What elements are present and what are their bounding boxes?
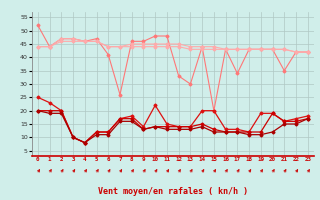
Text: Vent moyen/en rafales ( kn/h ): Vent moyen/en rafales ( kn/h ) bbox=[98, 187, 248, 196]
